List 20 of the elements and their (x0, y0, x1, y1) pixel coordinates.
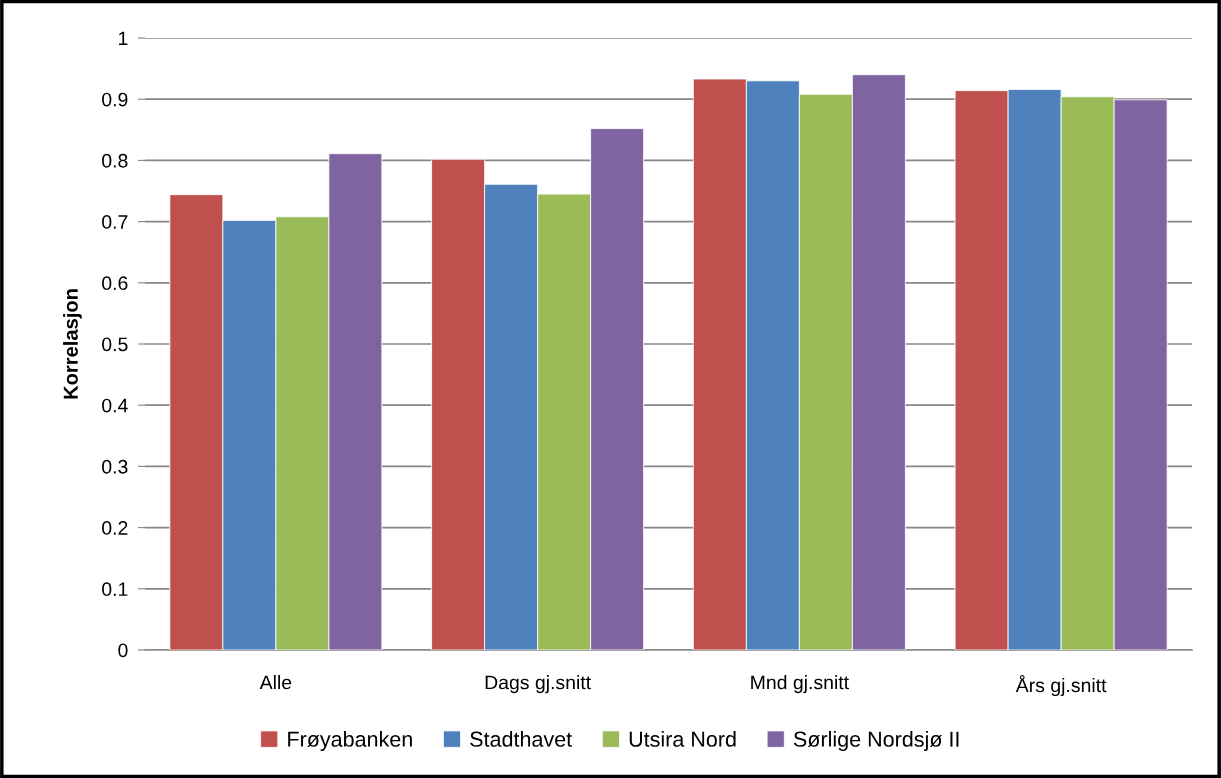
x-tick-label: Alle (259, 675, 292, 690)
y-tick-label: 0.8 (102, 153, 128, 168)
legend-label: Sørlige Nordsjø II (793, 731, 959, 752)
y-tick-label: 0.7 (102, 215, 128, 229)
legend-label: Utsira Nord (629, 731, 736, 747)
x-tick-label: Dags gj.snitt (485, 675, 591, 694)
legend-label: Frøyabanken (288, 731, 412, 752)
y-tick-label: 0.1 (102, 582, 128, 597)
legend-label: Stadthavet (470, 731, 572, 747)
y-tick-label: 0 (118, 643, 128, 658)
x-tick-label: Mnd gj.snitt (751, 675, 849, 694)
y-tick-label: 0.5 (102, 337, 128, 352)
y-tick-label: 0.2 (102, 521, 128, 535)
x-tick-label: Års gj.snitt (1015, 675, 1107, 697)
y-tick-label: 0.3 (102, 459, 128, 474)
y-tick-label: 0.4 (102, 398, 128, 413)
y-tick-label: 1 (119, 31, 128, 46)
y-axis-title: Korrelasjon (63, 289, 82, 399)
y-tick-label: 0.6 (102, 276, 128, 291)
y-tick-label: 0.9 (102, 92, 128, 107)
